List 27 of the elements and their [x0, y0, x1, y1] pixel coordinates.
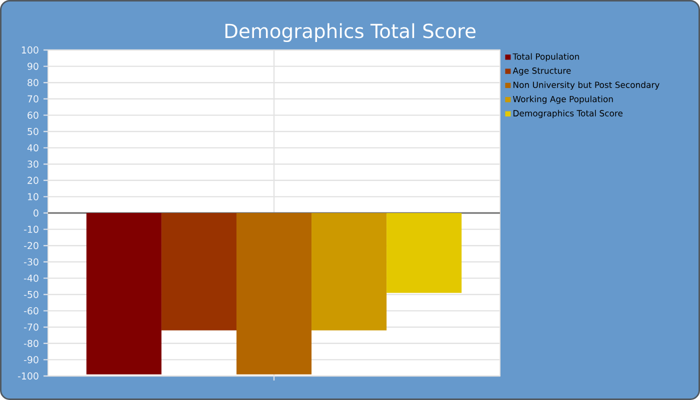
legend-label: Non University but Post Secondary — [514, 81, 660, 90]
y-tick-label: -70 — [24, 324, 38, 331]
y-tick-label: 60 — [28, 112, 38, 119]
legend-label: Age Structure — [512, 67, 571, 76]
y-tick-label: -80 — [24, 340, 38, 347]
y-tick-label: -40 — [24, 274, 38, 282]
chart-title: Demographics Total Score — [225, 23, 476, 42]
y-tick-label: -90 — [24, 356, 38, 364]
y-tick-label: 90 — [28, 62, 38, 70]
y-tick-label: -20 — [24, 242, 38, 250]
y-tick-label: 10 — [28, 193, 38, 200]
y-tick-label: 100 — [22, 46, 38, 54]
y-tick-label: 80 — [28, 79, 38, 86]
legend-label: Working Age Population — [512, 96, 613, 104]
y-tick-label: -60 — [24, 307, 38, 314]
y-tick-label: 40 — [27, 144, 38, 152]
y-tick-label: 30 — [28, 160, 38, 168]
y-tick-label: 70 — [28, 95, 38, 102]
y-tick-label: -30 — [24, 258, 38, 266]
legend-label: Demographics Total Score — [514, 110, 623, 118]
y-tick-label: -10 — [24, 226, 38, 233]
y-tick-label: 20 — [28, 176, 38, 184]
legend-label: Total Population — [512, 53, 579, 62]
y-tick-label: 50 — [28, 128, 38, 136]
y-tick-label: -100 — [18, 372, 38, 380]
y-tick-label: -50 — [24, 290, 38, 298]
y-tick-label: 0 — [34, 209, 38, 217]
